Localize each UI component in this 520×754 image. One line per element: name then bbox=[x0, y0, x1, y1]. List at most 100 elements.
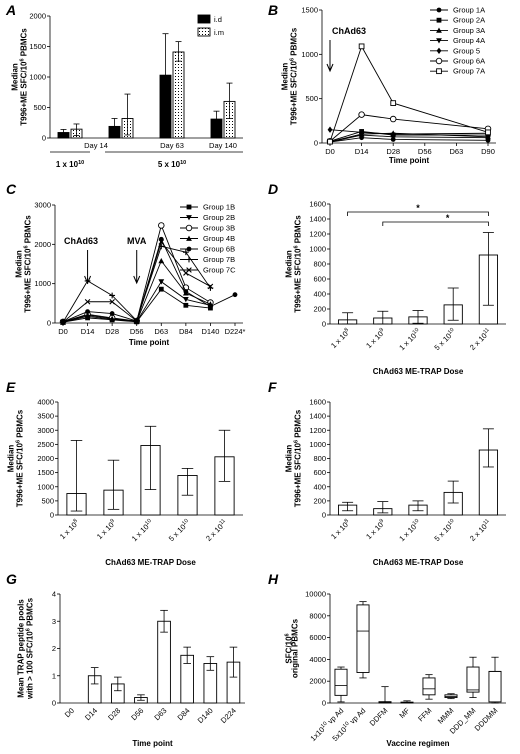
legend-label: Group 5 bbox=[453, 46, 480, 55]
y-tick-label: 500 bbox=[33, 103, 46, 112]
panel-letter: B bbox=[268, 2, 278, 18]
marker-square-open bbox=[327, 138, 333, 145]
legend-label: Group 2A bbox=[453, 16, 485, 25]
marker-diamond bbox=[436, 47, 442, 54]
panel-letter: D bbox=[268, 181, 278, 197]
marker-plus bbox=[186, 256, 192, 263]
y-tick-label: 1 bbox=[52, 671, 56, 680]
panel-letter: F bbox=[268, 379, 277, 395]
x-tick-label: DDFM bbox=[368, 706, 390, 728]
y-tick-label: 2000 bbox=[34, 240, 51, 249]
marker-x bbox=[207, 283, 214, 290]
x-tick-label: 1 x 109 bbox=[364, 518, 387, 541]
x-tick-label: 1 x 1010 bbox=[130, 518, 155, 543]
y-tick-label: 400 bbox=[313, 482, 326, 491]
y-axis-title: MedianT996+ME SFC/106 PBMCs bbox=[15, 215, 33, 313]
marker-triangle-down bbox=[436, 38, 442, 44]
marker-circle-filled bbox=[232, 292, 238, 298]
annotation-label: ChAd63 bbox=[64, 236, 98, 246]
x-tick-label: D28 bbox=[105, 327, 119, 336]
marker-x bbox=[186, 267, 192, 273]
box bbox=[488, 670, 502, 703]
legend-label: Group 7C bbox=[203, 266, 236, 275]
significance-bracket bbox=[347, 211, 489, 216]
legend-label: Group 3B bbox=[203, 224, 235, 233]
y-tick-label: 3500 bbox=[37, 412, 54, 421]
series-line bbox=[329, 134, 489, 143]
dose-group-label: 1 x 1010 bbox=[56, 160, 84, 169]
series-line bbox=[329, 45, 489, 142]
y-axis-title: MedianT996+ME SFC/106 PBMCs bbox=[285, 409, 303, 507]
y-tick-label: 500 bbox=[305, 94, 318, 103]
x-tick-label: 5 x 1010 bbox=[432, 518, 457, 543]
x-tick-label: D140 bbox=[196, 706, 215, 725]
marker-square-open bbox=[485, 129, 491, 136]
y-tick-label: 1400 bbox=[309, 412, 326, 421]
x-tick-label: D56 bbox=[129, 706, 145, 722]
panel-d: D 0 200 400 600 800 1000 1200 1400 1600 MedianT996… bbox=[268, 181, 506, 376]
x-tick-label: MF bbox=[397, 706, 411, 720]
y-tick-label: 1000 bbox=[29, 73, 46, 82]
marker-circle-filled bbox=[85, 309, 90, 314]
legend-label: i.m bbox=[214, 28, 224, 37]
x-tick-label: Day 14 bbox=[84, 141, 108, 150]
marker-circle-filled bbox=[208, 304, 213, 309]
y-tick-label: 2000 bbox=[29, 12, 46, 21]
panel-letter: A bbox=[5, 2, 16, 18]
y-tick-label: 500 bbox=[41, 496, 54, 505]
series-line bbox=[329, 129, 489, 135]
panel-g: G 0 1 2 3 4 Mean TRAP peptide poolswith > 100 … bbox=[6, 571, 245, 748]
x-tick-label: D56 bbox=[418, 147, 432, 156]
y-tick-label: 1400 bbox=[309, 215, 326, 224]
x-tick-label: D0 bbox=[63, 706, 76, 719]
y-tick-label: 200 bbox=[313, 305, 326, 314]
marker-triangle-up bbox=[186, 235, 192, 241]
y-axis-title: SFC/106original PBMCs bbox=[285, 618, 300, 678]
marker-triangle-up bbox=[84, 312, 91, 318]
box bbox=[334, 668, 348, 696]
x-tick-label: D14 bbox=[355, 147, 369, 156]
y-tick-label: 1000 bbox=[301, 50, 318, 59]
marker-diamond bbox=[390, 130, 396, 138]
x-tick-label: D140 bbox=[201, 327, 219, 336]
panel-h: H 0 2000 4000 6000 8000 10000 SFC/106original P… bbox=[268, 571, 506, 748]
marker-triangle-down bbox=[485, 135, 491, 141]
marker-circle-open bbox=[158, 222, 165, 229]
legend-label: Group 2B bbox=[203, 213, 235, 222]
marker-square-filled bbox=[186, 204, 192, 210]
marker-circle-filled bbox=[186, 246, 192, 252]
legend-swatch bbox=[197, 14, 211, 24]
y-tick-label: 0 bbox=[42, 134, 46, 143]
y-tick-label: 1200 bbox=[309, 230, 326, 239]
y-tick-label: 0 bbox=[47, 319, 51, 328]
y-tick-label: 600 bbox=[313, 468, 326, 477]
x-tick-label: MMM bbox=[436, 706, 456, 726]
marker-triangle-down bbox=[186, 215, 192, 221]
marker-plus bbox=[109, 292, 116, 299]
panel-letter: C bbox=[6, 181, 17, 197]
marker-x bbox=[133, 318, 140, 324]
y-tick-label: 800 bbox=[313, 454, 326, 463]
x-tick-label: 1 x 109 bbox=[95, 518, 118, 541]
panel-letter: H bbox=[268, 571, 279, 587]
x-axis-title: ChAd63 ME-TRAP Dose bbox=[105, 558, 196, 567]
x-tick-label: 2 x 1011 bbox=[468, 327, 493, 352]
marker-plus bbox=[158, 243, 165, 250]
marker-plus bbox=[84, 278, 91, 284]
marker-triangle-up bbox=[109, 315, 116, 322]
box bbox=[356, 604, 370, 673]
y-tick-label: 1200 bbox=[309, 426, 326, 435]
panel-b: B 0 500 1000 1500 MedianT996+ME SFC/106 PBMCs… bbox=[268, 2, 496, 165]
legend-label: Group 7A bbox=[453, 67, 485, 76]
x-tick-label: D63 bbox=[450, 147, 464, 156]
x-tick-label: D28 bbox=[386, 147, 400, 156]
marker-circle-filled bbox=[109, 311, 115, 316]
y-tick-label: 800 bbox=[313, 260, 326, 269]
annotation-arrow bbox=[133, 250, 141, 285]
y-tick-label: 1000 bbox=[309, 245, 326, 254]
marker-circle-filled bbox=[183, 289, 189, 294]
significance-label: * bbox=[446, 213, 450, 223]
